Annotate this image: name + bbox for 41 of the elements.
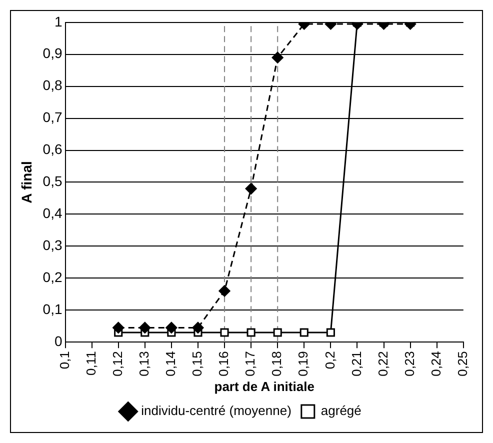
x-tick-label: 0,23 (402, 351, 417, 376)
x-tick-label: 0,2 (322, 351, 338, 370)
y-tick-label: 0,2 (42, 269, 62, 286)
y-axis-title: A final (18, 161, 34, 204)
x-tick-label: 0,19 (296, 351, 311, 376)
x-tick-label: 0,24 (428, 351, 444, 376)
x-tick-label: 0,22 (375, 351, 390, 376)
y-tick-label: 0,9 (42, 45, 62, 62)
point (139, 322, 151, 334)
y-tick-label: 1 (54, 13, 62, 30)
point (112, 322, 124, 334)
y-tick-label: 0 (54, 332, 62, 349)
x-tick-label: 0,14 (163, 351, 178, 376)
y-tick-label: 0,7 (42, 109, 62, 126)
y-tick-label: 0,4 (42, 205, 62, 222)
x-tick-label: 0,17 (242, 351, 258, 376)
point (300, 328, 308, 337)
legend-label: individu-centré (moyenne) (141, 403, 292, 418)
point (326, 328, 335, 337)
x-tick-label: 0,21 (348, 351, 364, 376)
x-tick-label: 0,12 (110, 351, 125, 376)
point (245, 182, 257, 194)
point (192, 322, 204, 334)
x-tick-label: 0,11 (83, 351, 98, 376)
legend-label: agrégé (320, 403, 362, 418)
y-tick-label: 0,6 (42, 141, 62, 158)
y-tick-label: 0,8 (42, 77, 62, 94)
point (166, 322, 178, 334)
x-axis-title: part de A initiale (214, 378, 314, 394)
x-tick-label: 0,25 (454, 351, 470, 376)
y-tick-label: 0,1 (42, 300, 62, 317)
point (246, 328, 256, 337)
point (218, 285, 230, 297)
point (273, 328, 282, 337)
y-tick-label: 0,5 (42, 173, 62, 190)
point (220, 328, 229, 337)
x-tick-label: 0,16 (216, 351, 232, 376)
x-tick-label: 0,15 (190, 351, 205, 376)
y-tick-label: 0,3 (42, 237, 62, 254)
x-tick-label: 0,18 (269, 351, 284, 376)
x-tick-label: 0,13 (136, 351, 152, 376)
